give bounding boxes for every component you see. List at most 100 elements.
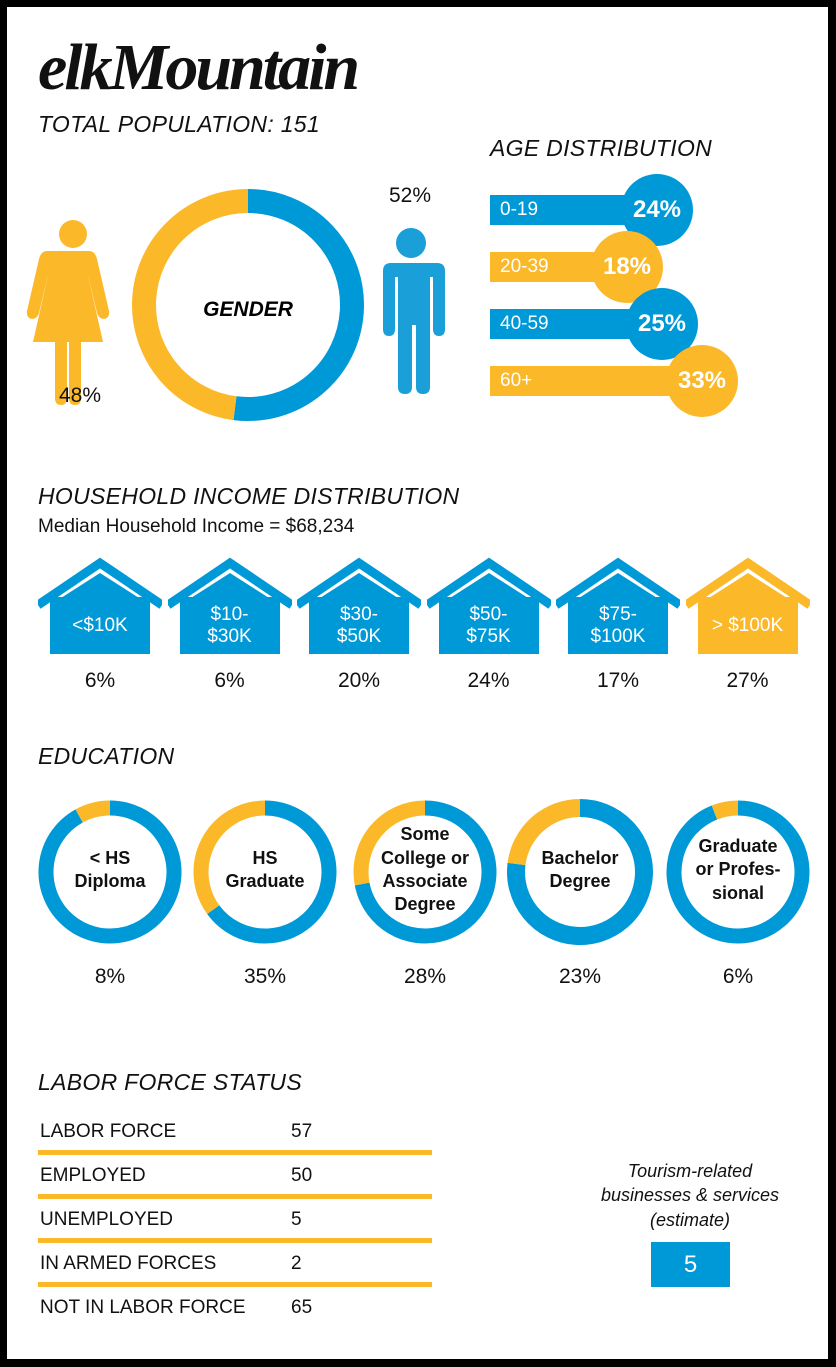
row-divider xyxy=(38,1150,432,1155)
house-label: $30- $50K xyxy=(309,597,409,654)
education-label-line: < HS xyxy=(89,847,131,868)
income-house: $30- $50K xyxy=(297,557,421,657)
house-label-line: $30K xyxy=(207,625,252,647)
education-label: Bachelor Degree xyxy=(520,847,640,894)
education-label: Graduate or Profes-sional xyxy=(678,835,798,905)
education-label-line: Graduate xyxy=(698,835,778,856)
woman-icon xyxy=(26,220,110,405)
house-label-line: > $100K xyxy=(711,614,784,636)
income-pct: 20% xyxy=(337,669,381,692)
education-label-line: Graduate xyxy=(225,870,305,891)
education-ring-rest xyxy=(354,800,497,944)
gender-label: GENDER xyxy=(203,298,294,321)
age-heading: AGE DISTRIBUTION xyxy=(490,135,713,161)
total-population: TOTAL POPULATION: 151 xyxy=(38,111,320,137)
income-house: $75- $100K xyxy=(556,557,680,657)
age-pct-circle: 33% xyxy=(666,345,738,417)
labor-row: UNEMPLOYED 5 xyxy=(38,1199,432,1243)
man-icon xyxy=(383,228,445,394)
labor-value: 65 xyxy=(291,1297,313,1318)
row-divider xyxy=(38,1238,432,1243)
education-label: HS Graduate xyxy=(205,847,325,894)
female-arc xyxy=(132,189,249,421)
labor-label: NOT IN LABOR FORCE xyxy=(40,1297,246,1318)
house-label: <$10K xyxy=(50,597,150,654)
education-label-line: HS xyxy=(252,847,278,868)
house-label-line: $100K xyxy=(590,625,646,647)
age-range-label: 0-19 xyxy=(500,199,539,220)
income-pct: 6% xyxy=(84,669,116,692)
median-income: Median Household Income = $68,234 xyxy=(38,516,355,537)
education-ring xyxy=(353,800,497,944)
education-ring-rest xyxy=(507,799,653,945)
income-house: <$10K xyxy=(38,557,162,657)
labor-value: 5 xyxy=(291,1209,302,1230)
income-house: > $100K xyxy=(685,557,810,657)
labor-label: UNEMPLOYED xyxy=(40,1209,174,1230)
labor-row: EMPLOYED 50 xyxy=(38,1155,432,1199)
house-label-line: $75- xyxy=(598,603,638,625)
education-ring-rest xyxy=(38,800,182,944)
house-label-line: <$10K xyxy=(72,614,128,636)
row-divider xyxy=(38,1194,432,1199)
tourism-line: Tourism-related xyxy=(627,1161,753,1181)
education-heading: EDUCATION xyxy=(38,743,175,769)
labor-value: 50 xyxy=(291,1165,313,1186)
education-label-line: Associate xyxy=(382,870,468,891)
infographic: elkMountain TOTAL POPULATION: 151 GENDER… xyxy=(7,7,828,1359)
income-pct: 6% xyxy=(214,669,245,692)
education-pct: 6% xyxy=(722,965,754,988)
labor-value: 2 xyxy=(291,1253,302,1274)
education-ring-share xyxy=(193,800,266,915)
town-title: elkMountain xyxy=(38,31,360,104)
labor-row: IN ARMED FORCES 2 xyxy=(38,1243,432,1287)
gender-chart: GENDER xyxy=(26,189,445,421)
labor-heading: LABOR FORCE STATUS xyxy=(38,1069,302,1095)
house-label: $75- $100K xyxy=(568,597,668,654)
education-label-line: Diploma xyxy=(74,870,146,891)
age-range-label: 60+ xyxy=(500,370,533,391)
income-pct: 27% xyxy=(726,669,769,692)
income-pct: 24% xyxy=(467,669,510,692)
education-ring xyxy=(666,800,810,944)
labor-value: 57 xyxy=(291,1121,313,1142)
house-label-line: $75K xyxy=(466,625,511,647)
age-range-label: 40-59 xyxy=(500,313,549,334)
income-heading: HOUSEHOLD INCOME DISTRIBUTION xyxy=(38,483,460,509)
education-ring-share xyxy=(507,799,581,866)
education-ring xyxy=(38,800,182,944)
education-ring-share xyxy=(75,800,111,823)
male-pct: 52% xyxy=(388,184,432,207)
labor-label: LABOR FORCE xyxy=(40,1121,177,1142)
education-pct: 28% xyxy=(403,965,447,988)
income-house: $50- $75K xyxy=(426,557,551,657)
male-arc xyxy=(233,189,364,421)
labor-label: IN ARMED FORCES xyxy=(40,1253,217,1274)
row-divider xyxy=(38,1282,432,1287)
education-pct: 35% xyxy=(243,965,287,988)
education-ring-share xyxy=(711,800,739,820)
house-label-line: $10- xyxy=(210,603,249,625)
house-label: $50- $75K xyxy=(438,597,539,654)
tourism-line: businesses & services xyxy=(600,1185,780,1206)
house-label-line: $30- xyxy=(339,603,379,625)
education-label-line: Degree xyxy=(549,870,611,891)
income-pct: 17% xyxy=(596,669,640,692)
tourism-line: (estimate) xyxy=(649,1209,730,1230)
house-label-line: $50K xyxy=(336,625,382,647)
house-label: > $100K xyxy=(697,597,798,654)
income-house: $10- $30K xyxy=(167,557,292,657)
labor-row: LABOR FORCE 57 xyxy=(38,1111,432,1155)
education-ring-share xyxy=(353,800,426,886)
education-label-line: or Profes- xyxy=(695,859,781,880)
female-pct: 48% xyxy=(58,384,102,407)
education-ring-rest xyxy=(207,800,337,944)
education-label-line: Degree xyxy=(394,894,456,915)
education-label: < HS Diploma xyxy=(50,847,170,894)
labor-row: NOT IN LABOR FORCE 65 xyxy=(38,1287,432,1331)
education-ring-rest xyxy=(666,800,810,944)
education-pct: 8% xyxy=(94,965,126,988)
age-range-label: 20-39 xyxy=(500,256,549,277)
education-label-line: College or xyxy=(380,847,469,868)
tourism-count: 5 xyxy=(651,1242,730,1287)
